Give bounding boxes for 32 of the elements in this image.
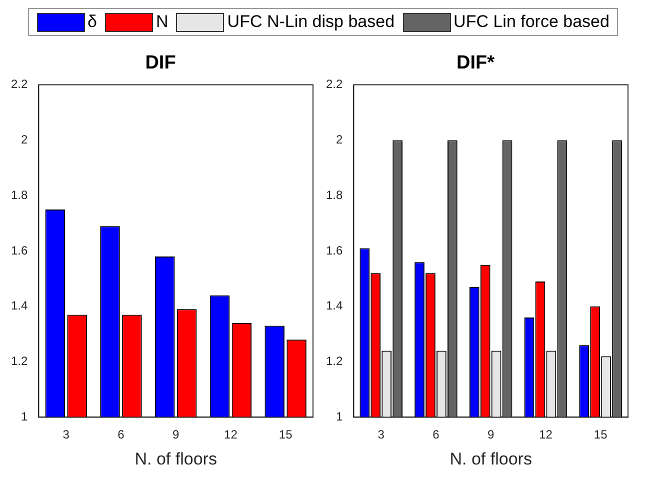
x-axis-title: N. of floors bbox=[134, 449, 217, 468]
y-tick-label: 1.4 bbox=[326, 298, 343, 313]
x-axis-title: N. of floors bbox=[450, 449, 532, 468]
x-tick-label: 15 bbox=[594, 428, 608, 442]
legend-label: UFC N-Lin disp based bbox=[227, 12, 395, 32]
x-tick-label: 3 bbox=[378, 428, 385, 442]
y-tick-label: 1 bbox=[20, 410, 28, 424]
y-tick-label: 1.6 bbox=[10, 243, 28, 258]
y-tick-label: 2.2 bbox=[10, 77, 28, 92]
y-tick-label: 1.8 bbox=[10, 188, 28, 202]
x-tick-label: 6 bbox=[432, 428, 440, 442]
y-tick-label: 1.2 bbox=[10, 354, 28, 368]
chart-title: DIF* bbox=[456, 52, 496, 74]
y-tick-label: 2 bbox=[20, 132, 28, 147]
x-tick-label: 6 bbox=[118, 428, 125, 442]
y-tick-label: 2.2 bbox=[326, 77, 343, 92]
y-tick-label: 1.2 bbox=[326, 354, 343, 368]
y-tick-label: 2 bbox=[336, 132, 343, 147]
x-tick-label: 9 bbox=[172, 428, 180, 442]
y-tick-label: 1 bbox=[336, 410, 343, 424]
y-tick-label: 1.6 bbox=[326, 243, 343, 258]
chart-title: DIF bbox=[145, 52, 176, 74]
y-tick-label: 1.4 bbox=[10, 298, 28, 313]
x-tick-label: 12 bbox=[539, 428, 553, 442]
x-tick-label: 9 bbox=[487, 428, 494, 442]
legend-label: UFC Lin force based bbox=[454, 12, 610, 32]
x-tick-label: 15 bbox=[278, 428, 293, 442]
x-tick-label: 3 bbox=[62, 428, 70, 442]
legend-label: δ bbox=[88, 12, 98, 32]
legend-label: N bbox=[156, 12, 168, 32]
x-tick-label: 12 bbox=[224, 428, 238, 442]
y-tick-label: 1.8 bbox=[326, 188, 343, 202]
